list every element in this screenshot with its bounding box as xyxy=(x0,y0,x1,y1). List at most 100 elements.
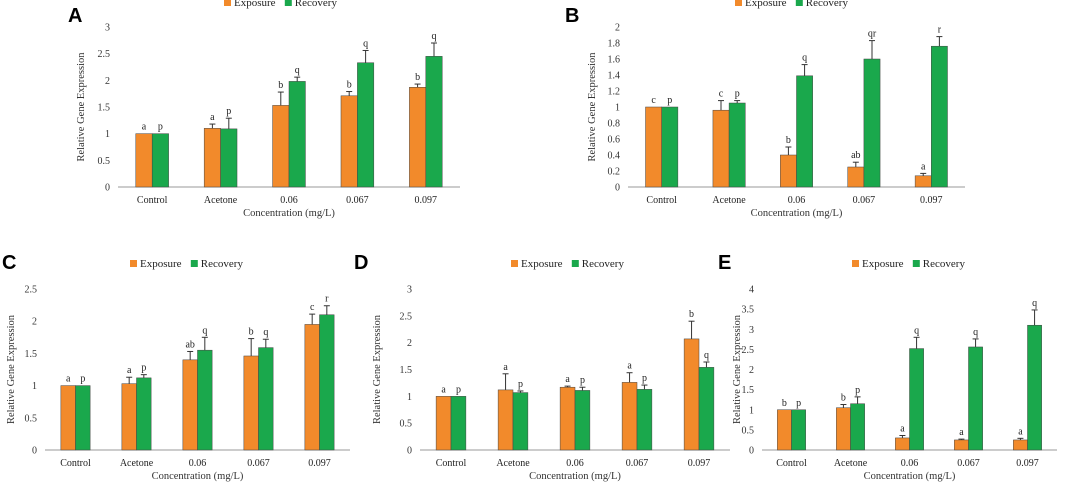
y-tick-label: 0 xyxy=(615,183,620,194)
y-tick-label: 1.5 xyxy=(98,103,111,114)
significance-label: a xyxy=(1018,426,1023,437)
legend-label-exposure: Exposure xyxy=(745,0,787,9)
x-axis-title: Concentration (mg/L) xyxy=(751,208,843,219)
x-category-label: Control xyxy=(137,195,168,206)
significance-label: a xyxy=(503,362,508,373)
legend-swatch-exposure xyxy=(852,260,859,267)
x-category-label: 0.067 xyxy=(957,458,980,469)
bar-exposure xyxy=(712,109,730,188)
legend-swatch-recovery xyxy=(571,260,579,267)
legend-swatch-recovery xyxy=(190,260,198,267)
x-axis-title: Concentration (mg/L) xyxy=(152,471,244,482)
bar-recovery xyxy=(574,390,591,451)
significance-label: p xyxy=(456,384,461,395)
y-tick-label: 2 xyxy=(407,338,412,349)
x-category-label: Acetone xyxy=(712,195,746,206)
y-tick-label: 3 xyxy=(407,285,412,296)
significance-label: a xyxy=(210,112,215,123)
y-axis-title: Relative Gene Expression xyxy=(76,52,87,162)
x-category-label: 0.067 xyxy=(626,458,649,469)
significance-label: a xyxy=(959,427,964,438)
chart-panel-b: B Exposure Recovery 0 0.2 0.4 0.6 0.8 1 1.2 1.4 1.6… xyxy=(565,0,965,219)
panel-letter: A xyxy=(68,5,82,27)
bar-recovery xyxy=(931,45,948,188)
y-tick-label: 1.2 xyxy=(608,87,621,98)
significance-label: p xyxy=(518,379,523,390)
significance-label: b xyxy=(249,327,254,338)
x-category-label: Acetone xyxy=(496,458,530,469)
bar-recovery xyxy=(661,106,679,188)
bar-exposure xyxy=(683,338,700,451)
significance-label: p xyxy=(796,398,801,409)
bar-exposure xyxy=(836,407,851,451)
y-tick-label: 1 xyxy=(32,381,37,392)
significance-label: b xyxy=(841,393,846,404)
y-tick-label: 1.5 xyxy=(400,365,413,376)
y-tick-label: 0.6 xyxy=(608,135,621,146)
y-tick-label: 1.5 xyxy=(742,385,755,396)
significance-label: a xyxy=(627,361,632,372)
x-category-label: Control xyxy=(646,195,677,206)
y-tick-label: 3 xyxy=(749,325,754,336)
bar-recovery xyxy=(288,81,306,188)
significance-label: b xyxy=(689,309,694,320)
significance-label: b xyxy=(347,80,352,91)
x-category-label: 0.097 xyxy=(920,195,943,206)
bar-exposure xyxy=(497,389,514,451)
bar-recovery xyxy=(319,314,335,451)
bar-exposure xyxy=(559,386,576,451)
significance-label: p xyxy=(80,374,85,385)
significance-label: p xyxy=(855,385,860,396)
significance-label: p xyxy=(667,95,672,106)
significance-label: q xyxy=(914,325,919,336)
x-category-label: 0.097 xyxy=(688,458,711,469)
legend-swatch-exposure xyxy=(511,260,518,267)
y-tick-label: 2 xyxy=(615,23,620,34)
significance-label: a xyxy=(900,424,905,435)
bar-exposure xyxy=(340,95,358,188)
y-tick-label: 4 xyxy=(749,285,754,296)
significance-label: a xyxy=(921,161,926,172)
x-category-label: Control xyxy=(776,458,807,469)
legend-label-exposure: Exposure xyxy=(140,258,182,270)
bar-recovery xyxy=(796,75,813,188)
significance-label: a xyxy=(66,374,71,385)
x-category-label: Acetone xyxy=(834,458,868,469)
y-tick-label: 0.5 xyxy=(25,413,38,424)
bar-recovery xyxy=(197,349,213,451)
significance-label: q xyxy=(363,38,368,49)
legend-label-exposure: Exposure xyxy=(234,0,276,9)
y-tick-label: 0 xyxy=(105,183,110,194)
significance-label: q xyxy=(295,65,300,76)
bar-exposure xyxy=(272,105,290,188)
x-category-label: 0.067 xyxy=(346,195,369,206)
significance-label: p xyxy=(141,363,146,374)
bar-exposure xyxy=(435,396,452,451)
bar-exposure xyxy=(645,106,662,188)
bar-exposure xyxy=(954,439,969,451)
bar-recovery xyxy=(357,62,375,188)
y-axis-title: Relative Gene Expression xyxy=(6,314,17,424)
x-category-label: 0.067 xyxy=(247,458,270,469)
y-tick-label: 2.5 xyxy=(400,311,413,322)
y-tick-label: 2.5 xyxy=(98,49,111,60)
x-category-label: 0.097 xyxy=(308,458,331,469)
bar-recovery xyxy=(863,58,881,188)
bar-exposure xyxy=(780,154,797,188)
bar-exposure xyxy=(243,355,259,451)
bar-exposure xyxy=(621,382,638,451)
bar-recovery xyxy=(698,367,715,451)
y-axis-title: Relative Gene Expression xyxy=(587,52,598,162)
legend-swatch-recovery xyxy=(912,260,920,267)
significance-label: b xyxy=(415,72,420,83)
y-tick-label: 0.5 xyxy=(98,156,111,167)
bar-recovery xyxy=(791,409,806,451)
y-tick-label: 1.5 xyxy=(25,349,38,360)
x-category-label: 0.097 xyxy=(415,195,438,206)
bar-recovery xyxy=(968,346,983,451)
y-tick-label: 0 xyxy=(32,446,37,457)
y-tick-label: 2 xyxy=(749,365,754,376)
legend-label-exposure: Exposure xyxy=(862,258,904,270)
